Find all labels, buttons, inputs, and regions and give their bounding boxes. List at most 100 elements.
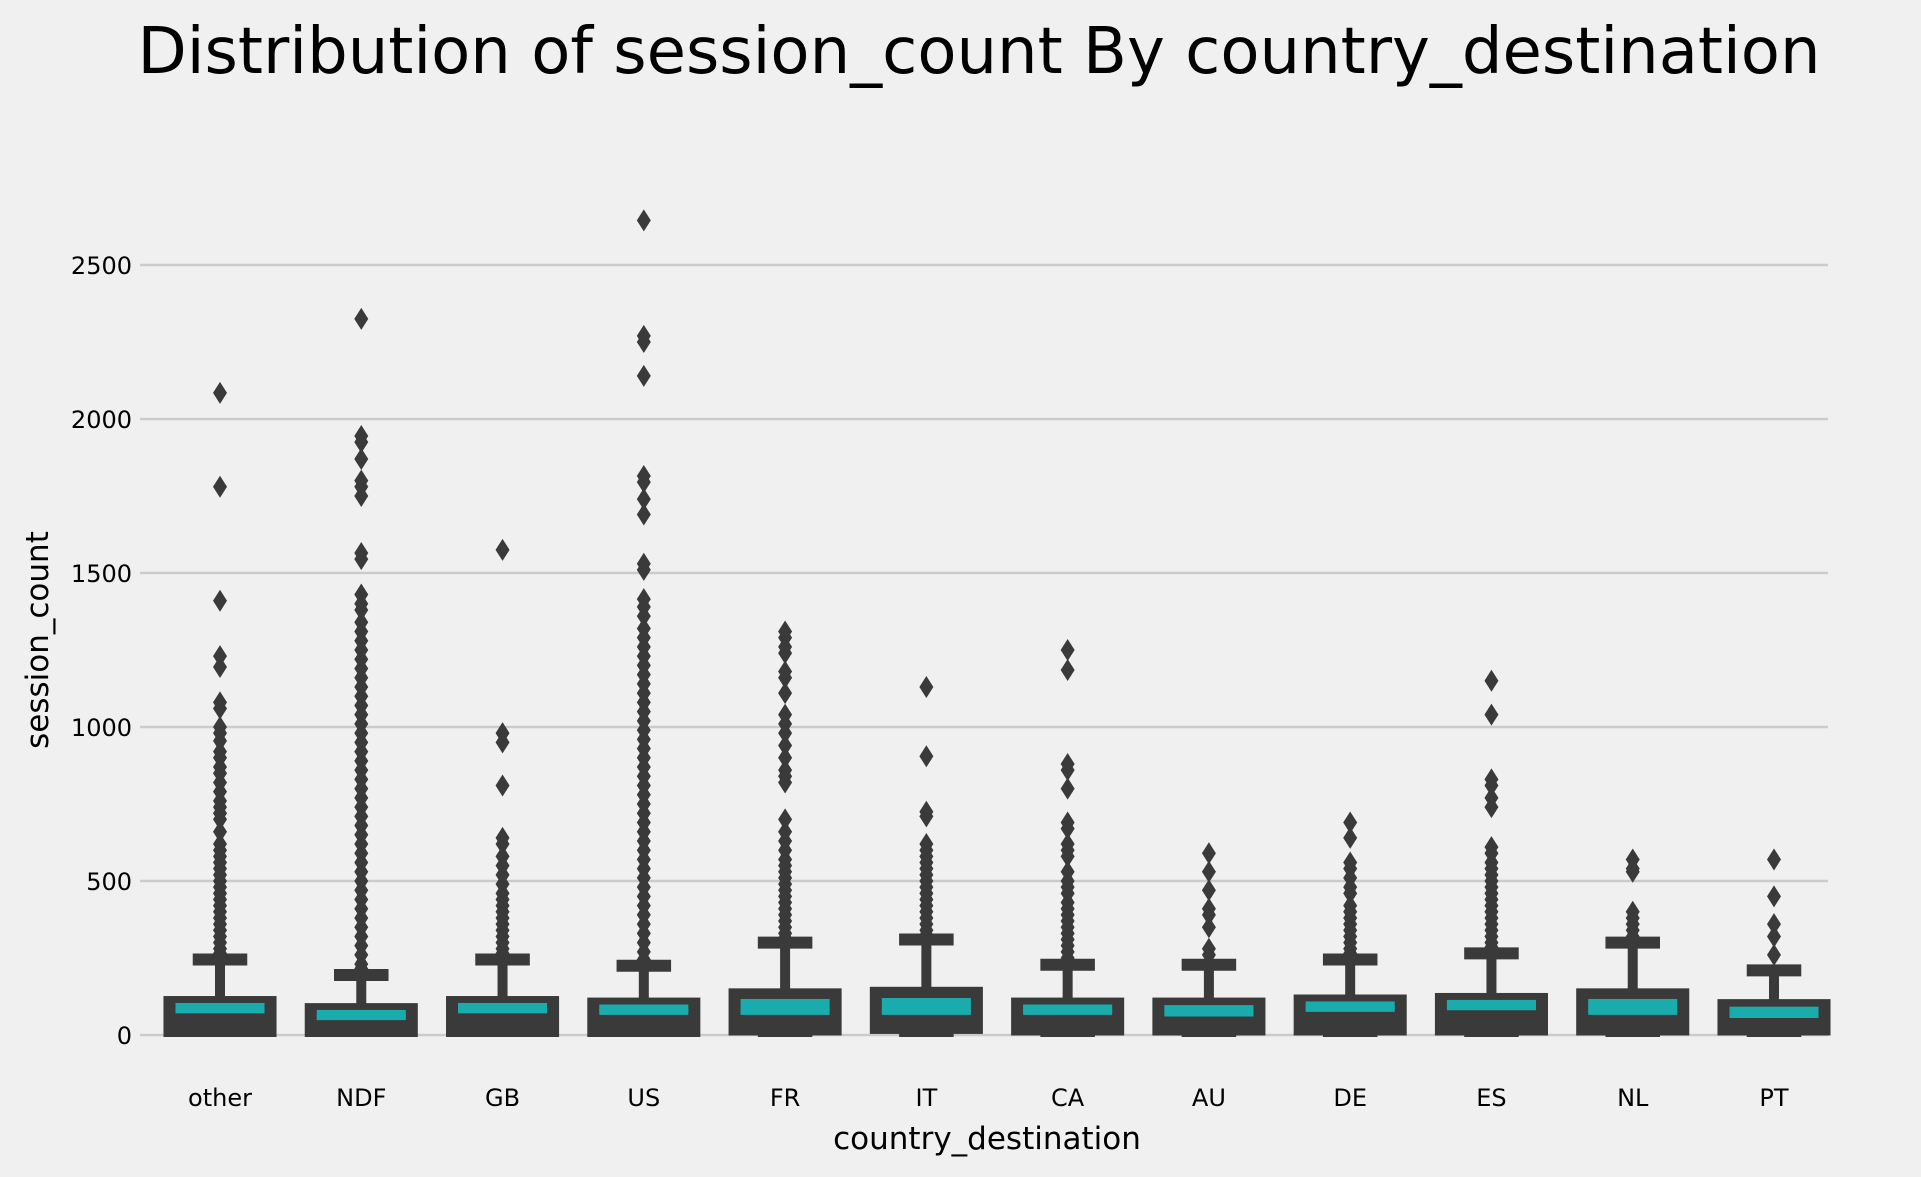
boxes (163, 209, 1831, 1038)
outlier-point (1767, 943, 1781, 966)
median-band (458, 1002, 548, 1011)
outlier-point (778, 926, 793, 949)
outlier-point (1060, 759, 1075, 782)
median-band (1164, 1005, 1254, 1014)
outlier-point (636, 209, 651, 232)
outlier-point (1201, 842, 1216, 865)
y-tick-label: 2000 (71, 406, 132, 434)
x-tick-label: AU (1192, 1084, 1226, 1112)
outlier-point (1484, 796, 1499, 819)
box-NL (1576, 848, 1690, 1037)
box-NDF (304, 307, 418, 1038)
outlier-point (636, 364, 651, 387)
box-AU (1152, 842, 1266, 1037)
outlier-point (1201, 943, 1216, 966)
median-band (1023, 1004, 1113, 1012)
x-tick-label: DE (1333, 1084, 1367, 1112)
outlier-point (495, 731, 510, 754)
outlier-point (636, 503, 651, 526)
outlier-point (778, 808, 793, 831)
outlier-point (636, 488, 651, 511)
outlier-point (778, 722, 793, 745)
x-tick-label: IT (915, 1084, 937, 1112)
y-axis-label: session_count (20, 531, 56, 749)
outlier-point (1343, 811, 1358, 834)
outlier-point (354, 957, 369, 980)
outlier-point (1201, 879, 1216, 902)
outlier-point (778, 682, 793, 705)
outlier-point (1625, 925, 1640, 948)
outlier-point (354, 548, 369, 571)
outlier-point (1767, 885, 1781, 908)
box-DE (1293, 811, 1407, 1037)
x-axis-label: country_destination (833, 1121, 1141, 1157)
outlier-point (213, 942, 227, 965)
outlier-point (1060, 659, 1075, 682)
box-GB (446, 538, 560, 1037)
outlier-point (1060, 639, 1075, 661)
median-band (1305, 1001, 1395, 1009)
outlier-point (778, 734, 793, 757)
outlier-point (778, 642, 793, 665)
y-tick-label: 1500 (71, 560, 132, 588)
outlier-point (213, 381, 227, 404)
outlier-point (213, 475, 227, 498)
x-tick-label: FR (770, 1084, 800, 1112)
outlier-point (1625, 860, 1640, 883)
outlier-point (1201, 860, 1216, 883)
outlier-point (1060, 777, 1075, 800)
box-PT (1717, 848, 1831, 1037)
outlier-point (1343, 826, 1358, 849)
x-tick-label: GB (485, 1084, 520, 1112)
box-FR (728, 620, 842, 1037)
outlier-point (636, 558, 651, 581)
y-tick-labels: 0 500 1000 1500 2000 2500 (71, 252, 132, 1050)
box-US (587, 209, 701, 1038)
outlier-point (919, 675, 934, 698)
outlier-point (495, 538, 510, 561)
outlier-point (213, 589, 227, 612)
x-tick-label: CA (1051, 1084, 1085, 1112)
outlier-point (213, 655, 227, 678)
x-tick-labels: other NDF GB US FR IT CA AU DE ES NL PT (188, 1084, 1789, 1112)
outlier-point (1343, 882, 1358, 905)
median-band (740, 998, 830, 1012)
outlier-point (636, 605, 651, 628)
median-band (175, 1002, 265, 1011)
outlier-point (778, 666, 793, 689)
outlier-point (213, 820, 227, 843)
outlier-point (1767, 913, 1781, 936)
x-tick-label: US (627, 1084, 660, 1112)
outlier-point (495, 774, 510, 797)
outlier-point (1767, 848, 1781, 871)
x-tick-label: other (188, 1084, 252, 1112)
outlier-point (213, 697, 227, 720)
median-band (599, 1004, 689, 1012)
outlier-point (354, 598, 369, 621)
outlier-point (1767, 925, 1781, 948)
y-tick-label: 500 (86, 868, 132, 896)
y-tick-label: 0 (117, 1022, 132, 1050)
gridlines (140, 263, 1828, 1037)
x-tick-label: ES (1476, 1084, 1506, 1112)
median-band (1588, 998, 1678, 1012)
outlier-point (1484, 669, 1499, 692)
outlier-point (636, 948, 651, 971)
outlier-point (495, 833, 510, 856)
median-band (881, 998, 971, 1012)
outlier-point (1060, 947, 1075, 969)
outlier-point (354, 431, 369, 454)
outlier-point (1060, 817, 1075, 840)
outlier-point (354, 448, 369, 471)
y-tick-label: 1000 (71, 714, 132, 742)
outlier-point (1201, 916, 1216, 939)
x-tick-label: NL (1617, 1084, 1649, 1112)
box-other (163, 381, 277, 1037)
outlier-point (919, 923, 934, 946)
x-tick-label: PT (1759, 1084, 1788, 1112)
median-band (1446, 999, 1536, 1008)
box-ES (1434, 669, 1548, 1037)
outlier-point (354, 307, 369, 330)
